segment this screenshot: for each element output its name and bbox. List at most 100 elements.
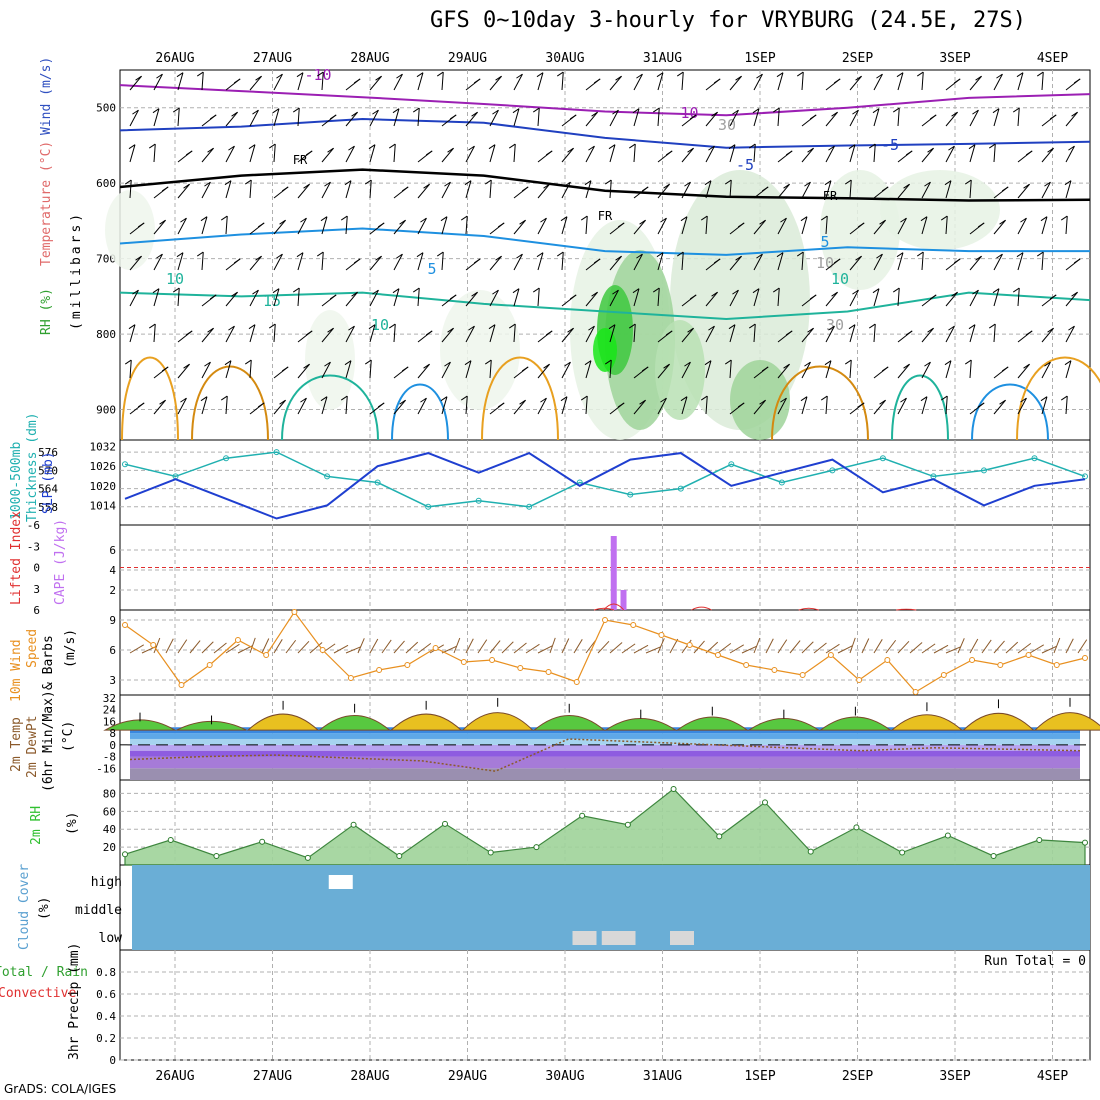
wind-barb-flag — [584, 360, 592, 366]
wind-barb-flag — [196, 71, 204, 77]
wind-barb-flag — [903, 183, 910, 189]
wind-barb — [321, 72, 324, 91]
slp-tick-label: 1026 — [90, 460, 117, 473]
wind-barb-flag — [580, 215, 588, 221]
wind-barb-flag — [724, 359, 732, 365]
wind-barb — [585, 360, 592, 379]
wind-barb — [633, 324, 636, 343]
wind10m-barb — [225, 643, 240, 654]
wind10m-barb — [369, 638, 379, 654]
rh-shading — [730, 360, 790, 440]
wind-barb — [561, 147, 574, 163]
wind-barb-flag — [329, 294, 337, 300]
wind10m-barb — [717, 643, 732, 654]
wind-barb — [825, 291, 838, 307]
wind-barb — [465, 145, 475, 163]
rh2m-point — [487, 849, 494, 856]
wind-barb — [561, 216, 568, 235]
wind-barb — [249, 144, 256, 163]
wind-barb-flag — [180, 217, 187, 223]
wind-barb-flag — [372, 109, 379, 115]
wind-barb-flag — [324, 361, 331, 367]
wind-barb-flag — [1016, 72, 1024, 78]
rh-shading — [105, 190, 155, 270]
thickness-tick-label: 558 — [38, 501, 58, 514]
wind-barb-flag — [1047, 147, 1054, 153]
wind-barb-flag — [992, 108, 1000, 114]
wind10m-barb — [201, 641, 214, 654]
wind-barb — [153, 108, 160, 127]
wind10m-barb — [309, 642, 323, 654]
wind-barb — [153, 399, 166, 415]
wind-barb — [201, 361, 211, 379]
wind-barb — [441, 72, 444, 91]
wind10m-barb — [753, 637, 761, 654]
cape-tick-label: 2 — [109, 584, 116, 597]
wind-barb-flag — [929, 114, 937, 120]
wind-barb-flag — [756, 73, 763, 79]
contour-label: 5 — [820, 233, 829, 251]
minmax-label: (6hr Min/Max) — [41, 690, 56, 792]
wind-barb-flag — [497, 402, 505, 408]
wind10m-barb — [489, 640, 501, 654]
wind-barb-flag — [353, 78, 361, 84]
wind-barb-flag — [689, 114, 697, 120]
wind-barb — [513, 253, 523, 271]
wind-barb-flag — [1023, 363, 1030, 369]
wind-barb-flag — [521, 366, 529, 372]
wind-barb — [825, 325, 835, 343]
wind-barb — [129, 144, 136, 163]
wind-barb-flag — [641, 186, 649, 192]
wind10m-point — [122, 622, 128, 628]
cloud-cell — [328, 875, 353, 889]
wind-barb — [441, 181, 451, 199]
wind10m-speed-label: Speed — [25, 629, 40, 668]
wind-barb-flag — [351, 111, 358, 117]
wind-barb — [657, 397, 667, 415]
wind10m-barb — [477, 639, 488, 654]
wind-barb-flag — [183, 363, 190, 369]
wind10m-barb — [549, 637, 556, 654]
li-curve — [896, 608, 917, 611]
wind10m-barb — [633, 644, 649, 654]
wind-barb — [729, 75, 742, 91]
wind-barb-flag — [732, 289, 739, 295]
wind-barb — [849, 324, 856, 343]
wind-barb — [225, 396, 228, 415]
wind-barb — [897, 183, 910, 199]
wind-barb — [369, 75, 382, 91]
wind-axis-label: Wind (m/s) — [39, 57, 54, 135]
wind-barb — [585, 216, 588, 235]
wind-barb-flag — [368, 144, 376, 150]
rh2m-point — [122, 851, 128, 858]
wind-barb — [801, 361, 811, 379]
wind-barb — [297, 217, 307, 235]
wind-barb-flag — [425, 330, 433, 336]
temp-max-hump — [389, 713, 463, 731]
cape-label: CAPE (J/kg) — [53, 519, 68, 605]
wind10m-point — [658, 632, 665, 638]
wind-barb-flag — [676, 71, 684, 77]
wind-barb — [585, 111, 598, 127]
date-label-bottom: 3SEP — [939, 1069, 970, 1084]
wind10m-point — [376, 667, 383, 673]
date-label-bottom: 31AUG — [643, 1069, 682, 1084]
rh2m-point — [670, 785, 677, 792]
wind-barb-flag — [588, 325, 595, 331]
cape-bar — [620, 590, 627, 610]
wind-barb-flag — [713, 258, 721, 264]
temperature-contour — [891, 374, 949, 441]
wind-barb — [729, 109, 739, 127]
wind-barb-flag — [951, 111, 958, 117]
wind-barb — [561, 361, 571, 379]
wind-barb-flag — [132, 109, 139, 115]
temp-tick-label: 8 — [109, 727, 116, 740]
wind10m-label: 10m Wind — [9, 639, 24, 702]
wind-barb — [393, 73, 403, 91]
wind-barb — [873, 288, 880, 307]
wind10m-barb — [297, 640, 310, 654]
date-label-top: 26AUG — [155, 51, 194, 66]
thickness-point — [324, 473, 331, 480]
wind-barb-flag — [796, 251, 804, 257]
wind-barb-flag — [281, 366, 289, 372]
